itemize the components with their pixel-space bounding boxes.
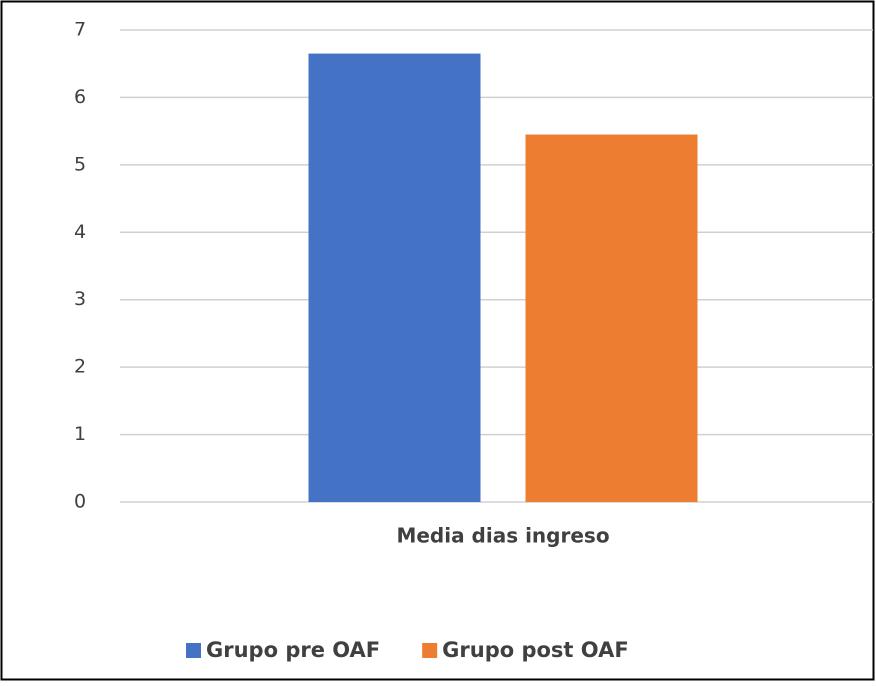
y-tick-label: 1 bbox=[74, 423, 86, 445]
legend-swatch bbox=[186, 643, 201, 658]
y-tick-label: 6 bbox=[74, 86, 86, 108]
legend-label: Grupo post OAF bbox=[442, 638, 629, 662]
y-tick-label: 5 bbox=[74, 153, 86, 175]
y-tick-label: 7 bbox=[74, 19, 86, 41]
y-tick-label: 3 bbox=[74, 288, 86, 310]
y-tick-label: 4 bbox=[74, 221, 86, 243]
bar bbox=[308, 53, 481, 502]
x-tick-label: Media dias ingreso bbox=[396, 524, 609, 548]
y-tick-label: 2 bbox=[74, 356, 86, 378]
legend-swatch bbox=[422, 643, 438, 658]
legend-label: Grupo pre OAF bbox=[206, 638, 380, 662]
bar bbox=[525, 134, 698, 502]
y-tick-label: 0 bbox=[74, 491, 86, 513]
